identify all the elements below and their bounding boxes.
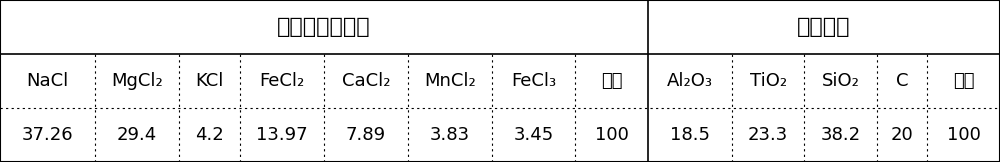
Text: SiO₂: SiO₂	[822, 72, 860, 90]
Text: 38.2: 38.2	[821, 126, 861, 144]
Text: 4.2: 4.2	[195, 126, 224, 144]
Text: 合计: 合计	[953, 72, 974, 90]
Text: 滤渣成分: 滤渣成分	[797, 17, 851, 37]
Text: CaCl₂: CaCl₂	[342, 72, 390, 90]
Text: 再生燕盐渣成分: 再生燕盐渣成分	[277, 17, 371, 37]
Text: 29.4: 29.4	[117, 126, 157, 144]
Text: NaCl: NaCl	[26, 72, 69, 90]
Text: Al₂O₃: Al₂O₃	[667, 72, 713, 90]
Text: 3.83: 3.83	[430, 126, 470, 144]
Text: 37.26: 37.26	[22, 126, 73, 144]
Text: KCl: KCl	[195, 72, 224, 90]
Text: 23.3: 23.3	[748, 126, 788, 144]
Text: 合计: 合计	[601, 72, 622, 90]
Text: C: C	[896, 72, 908, 90]
Text: TiO₂: TiO₂	[750, 72, 787, 90]
Text: 7.89: 7.89	[346, 126, 386, 144]
Text: 100: 100	[947, 126, 981, 144]
Text: MgCl₂: MgCl₂	[111, 72, 163, 90]
Text: 13.97: 13.97	[256, 126, 308, 144]
Text: 20: 20	[891, 126, 914, 144]
Text: MnCl₂: MnCl₂	[424, 72, 476, 90]
Text: FeCl₂: FeCl₂	[259, 72, 305, 90]
Text: 18.5: 18.5	[670, 126, 710, 144]
Text: FeCl₃: FeCl₃	[511, 72, 556, 90]
Text: 100: 100	[595, 126, 629, 144]
Text: 3.45: 3.45	[513, 126, 554, 144]
